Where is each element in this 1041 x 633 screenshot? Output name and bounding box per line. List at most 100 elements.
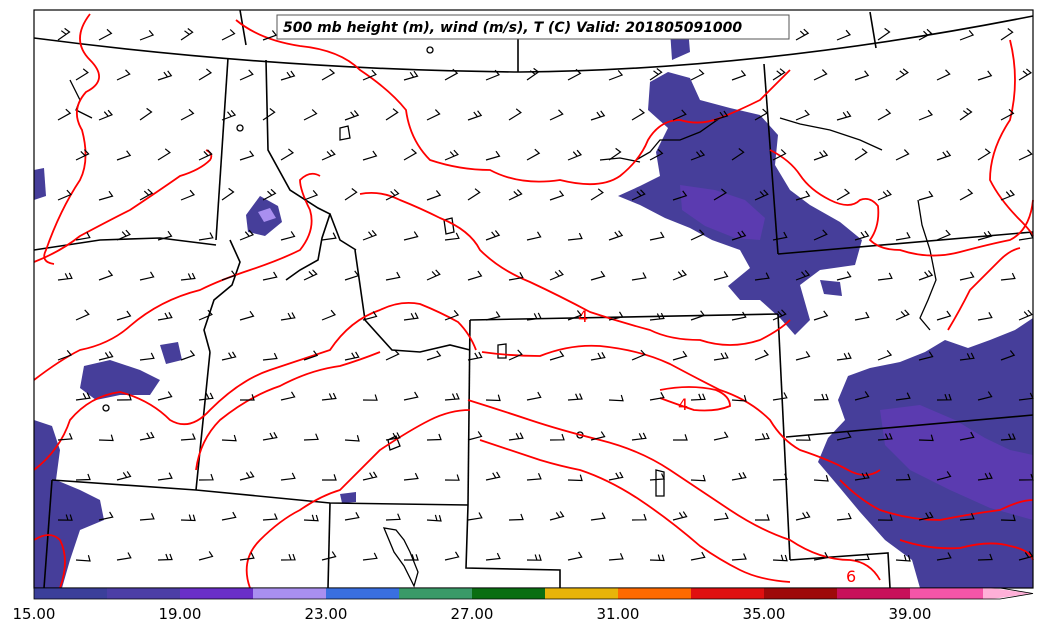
wind-barb	[549, 109, 564, 121]
wind-barb	[608, 311, 624, 321]
wind-barb	[280, 312, 296, 321]
wind-barb	[467, 351, 483, 361]
wind-barb	[772, 149, 787, 161]
wind-barb	[1000, 514, 1016, 522]
colorbar-segment	[764, 588, 837, 599]
wind-barb	[590, 431, 606, 441]
wind-barb	[75, 309, 90, 321]
wind-barb	[672, 109, 687, 121]
wind-barb	[713, 188, 728, 201]
colorbar-outline	[33, 587, 1034, 600]
wind-barb	[836, 188, 851, 201]
wind-barb	[772, 554, 788, 562]
border-id-mt-sw	[203, 239, 241, 353]
wind-barb	[526, 231, 542, 241]
wind-barb	[467, 512, 483, 521]
small-lake-3	[387, 435, 401, 451]
wind-barb	[426, 350, 442, 361]
wind-barb	[977, 230, 993, 241]
wind-barb	[262, 271, 278, 281]
wind-barb	[221, 29, 236, 41]
wind-barb	[426, 433, 442, 441]
wind-barb	[755, 514, 770, 521]
wind-barb	[426, 514, 442, 522]
wind-barb	[303, 514, 319, 522]
wind-barb	[344, 435, 360, 442]
border-or-id	[195, 351, 211, 491]
wind-barb	[385, 349, 400, 361]
contour-label-3: 6	[846, 567, 856, 586]
title-box: 500 mb height (m), wind (m/s), T (C) Val…	[276, 14, 790, 40]
wind-barb	[485, 311, 501, 321]
wind-barb	[57, 189, 72, 201]
wind-barb	[631, 108, 646, 121]
wind-barb	[649, 231, 665, 241]
wind-barb	[608, 553, 624, 561]
wind-barb	[713, 352, 729, 361]
wind-barb	[157, 391, 173, 401]
wind-barb	[631, 272, 647, 281]
wind-barb	[549, 269, 564, 281]
wind-barb	[116, 310, 132, 321]
wind-barb	[1000, 350, 1016, 361]
wind-barb	[198, 68, 213, 81]
lake-great-salt	[382, 527, 419, 588]
contour-6	[769, 149, 1034, 257]
contour-2	[33, 149, 213, 263]
wind-barb	[116, 552, 132, 561]
wind-barb	[362, 471, 378, 481]
wind-barb	[877, 189, 892, 201]
wind-barb	[508, 272, 524, 281]
wind-barb	[918, 190, 934, 201]
wind-barb	[198, 309, 213, 321]
wind-barb	[813, 310, 829, 321]
wind-barb	[590, 352, 606, 361]
wind-barb	[385, 271, 401, 281]
wind-barb	[895, 473, 911, 481]
wind-barb	[157, 553, 173, 561]
wind-barb	[608, 471, 624, 481]
wind-barb	[672, 350, 688, 361]
wind-barb	[221, 434, 237, 442]
contour-label-1: 4	[578, 307, 588, 326]
wind-barb	[57, 350, 73, 361]
border-id-wy	[354, 249, 471, 353]
wind-barb	[485, 552, 501, 561]
wind-barb	[467, 110, 483, 121]
wind-barb	[75, 555, 91, 562]
wind-barb	[672, 190, 688, 201]
border-wy-north	[469, 313, 779, 321]
wind-barb	[977, 148, 991, 161]
wind-barb	[936, 552, 952, 561]
wind-barb	[239, 69, 254, 81]
wind-barb	[549, 190, 565, 201]
wind-barb	[239, 150, 255, 161]
wind-barb	[608, 70, 624, 81]
wind-barb	[754, 432, 770, 441]
wind-barb	[403, 148, 418, 161]
wind-barb	[1018, 309, 1033, 321]
wind-barb	[116, 150, 132, 161]
wind-barb	[385, 108, 399, 121]
wind-barb	[631, 349, 646, 361]
wind-barb	[526, 67, 540, 81]
wind-barb	[1000, 433, 1016, 441]
wind-barb	[262, 30, 278, 41]
colorbar-tick-label: 23.00	[305, 605, 348, 623]
wind-barb	[139, 513, 155, 521]
wind-barb	[139, 271, 155, 281]
wind-barb	[690, 229, 705, 241]
contour-14	[479, 439, 791, 583]
wind-barb	[673, 434, 688, 441]
wind-barb	[180, 433, 196, 441]
wind-barb	[713, 431, 729, 441]
wind-barb	[918, 511, 934, 521]
wind-barb	[262, 513, 278, 521]
wind-barb	[567, 232, 583, 241]
wind-barb	[772, 473, 788, 481]
wind-barb	[280, 553, 296, 561]
colorbar-segment	[180, 588, 253, 599]
colorbar-tick-label: 39.00	[889, 605, 932, 623]
wind-barb	[772, 68, 786, 81]
